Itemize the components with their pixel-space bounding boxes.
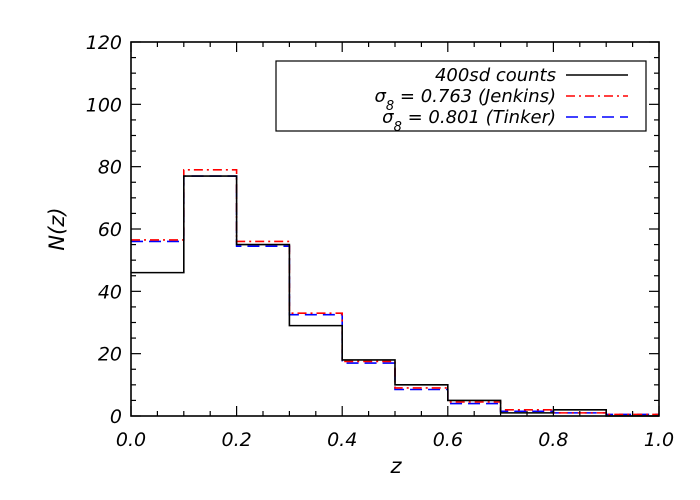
y-tick-label: 80 [98,157,122,179]
x-tick-label: 0.8 [538,429,568,451]
y-tick-label: 40 [98,281,122,303]
legend-text-0: 400sd counts [435,65,556,86]
y-tick-label: 120 [86,32,122,54]
y-tick-label: 60 [98,219,122,241]
x-tick-label: 1.0 [644,429,674,451]
y-axis-label: N(z) [45,207,69,250]
x-tick-label: 0.2 [221,429,251,451]
y-tick-label: 20 [98,344,122,366]
x-tick-label: 0.4 [327,429,357,451]
x-axis-label: z [389,454,402,478]
legend-box [275,60,647,132]
series-line-0 [131,175,659,417]
y-tick-label: 0 [110,406,122,428]
legend-text-2: σ8 = 0.801 (Tinker) [382,107,556,135]
x-tick-label: 0.0 [116,429,146,451]
y-tick-label: 100 [86,94,122,116]
x-tick-label: 0.6 [433,429,463,451]
legend-text-1: σ8 = 0.763 (Jenkins) [374,86,556,114]
